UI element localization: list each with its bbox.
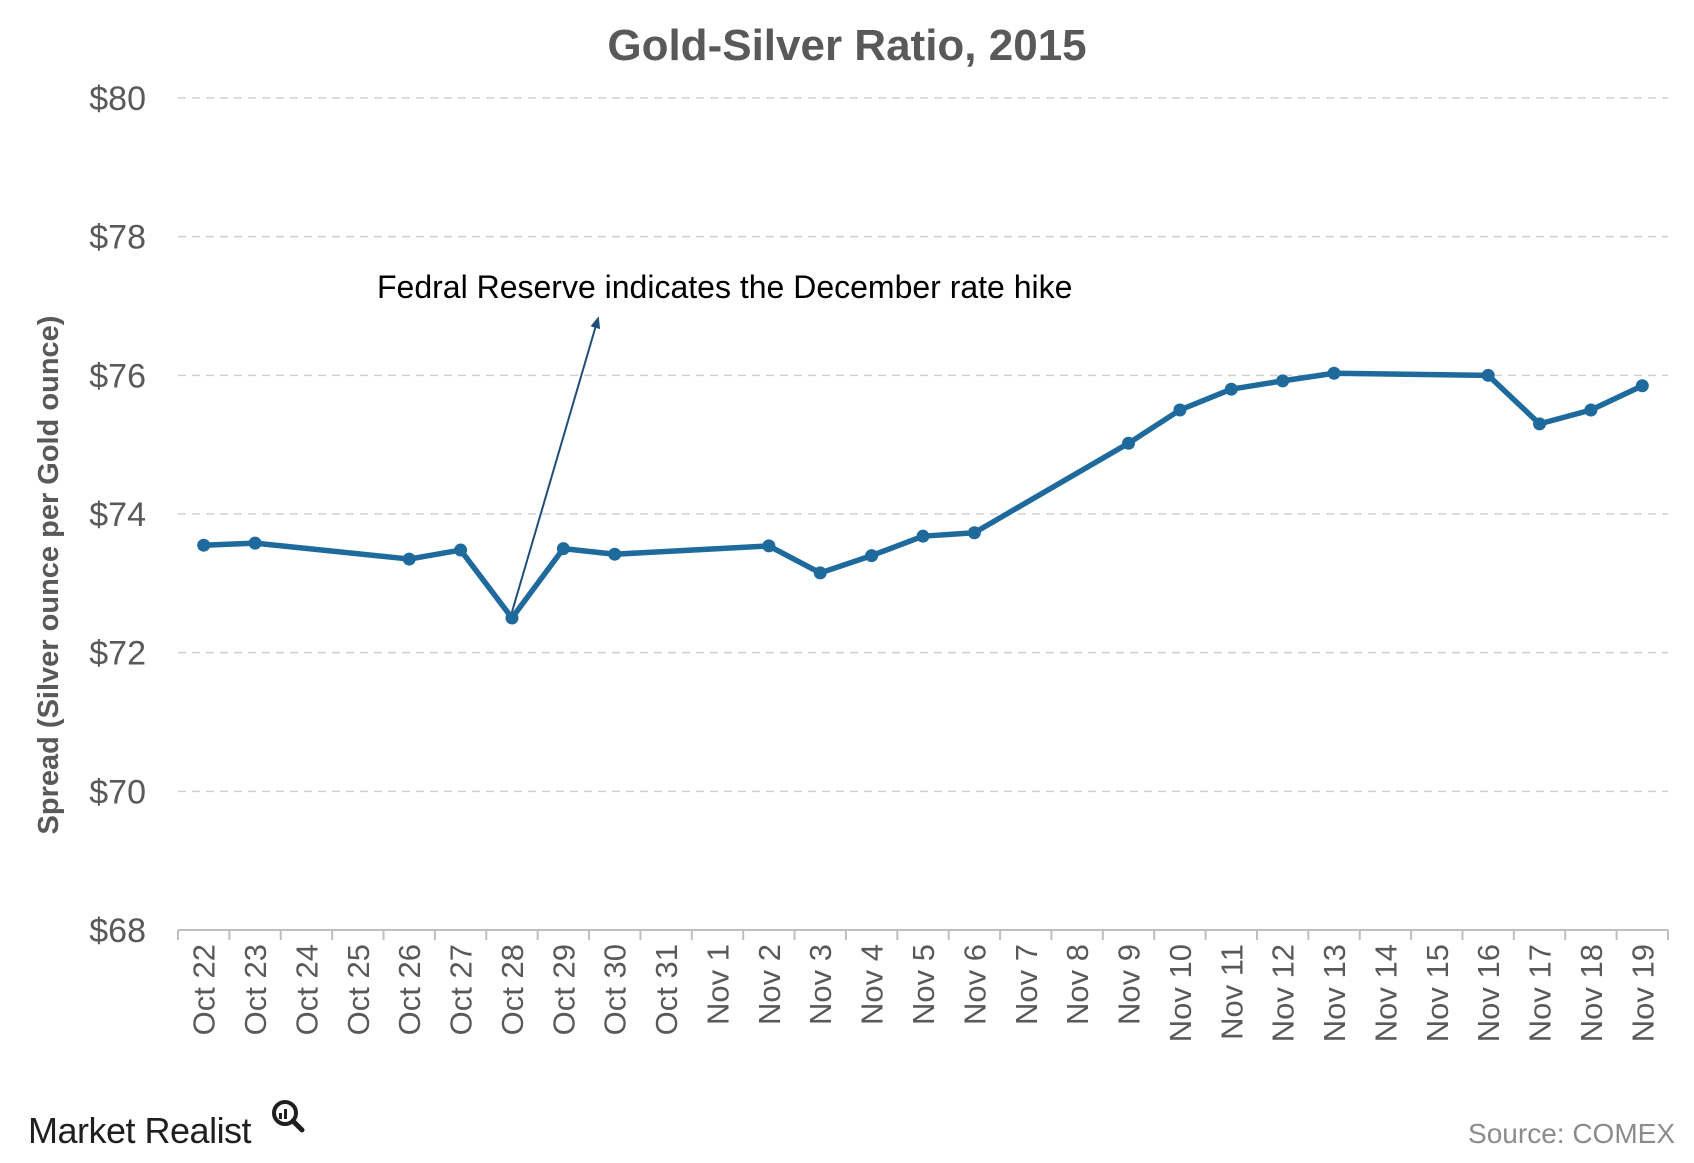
gridlines: [178, 97, 1668, 793]
annotation-text: Fedral Reserve indicates the December ra…: [377, 269, 1072, 305]
x-tick-label: Oct 25: [341, 944, 376, 1035]
x-tick-label: Oct 23: [238, 944, 273, 1035]
data-point: [402, 552, 416, 566]
x-tick-label: Nov 13: [1317, 944, 1352, 1042]
data-point: [813, 566, 827, 580]
x-tick-label: Nov 6: [957, 944, 992, 1025]
x-tick-label: Nov 10: [1163, 944, 1198, 1042]
brand-logo: Market Realist: [28, 1100, 305, 1151]
y-tick-label: $68: [89, 912, 146, 950]
y-tick-label: $70: [89, 773, 146, 811]
series-line: [203, 370, 1644, 621]
data-point: [608, 547, 622, 561]
x-tick-label: Nov 19: [1625, 944, 1660, 1042]
data-point: [1173, 403, 1187, 417]
magnifier-icon: [272, 1100, 305, 1133]
x-tick-label: Oct 29: [546, 944, 581, 1035]
data-point: [967, 526, 981, 540]
x-tick-label: Oct 24: [289, 944, 324, 1035]
x-tick-label: Nov 14: [1368, 944, 1403, 1042]
data-point: [1533, 417, 1547, 431]
x-tick-label: Oct 27: [444, 944, 479, 1035]
data-point: [1224, 382, 1238, 396]
data-point: [916, 529, 930, 543]
data-point: [248, 536, 262, 550]
y-axis-label: Spread (Silver ounce per Gold ounce): [33, 316, 65, 835]
x-tick-label: Nov 8: [1060, 944, 1095, 1025]
data-point: [1635, 379, 1649, 393]
source-note: Source: COMEX: [1468, 1118, 1675, 1149]
x-tick-label: Nov 3: [803, 944, 838, 1025]
data-point: [1276, 374, 1290, 388]
x-axis: Oct 22 Oct 23 Oct 24 Oct 25 Oct 26 Oct 27 Oct …: [177, 929, 1669, 1042]
x-tick-label: Nov 18: [1574, 944, 1609, 1042]
x-tick-label: Nov 12: [1266, 944, 1301, 1042]
x-tick-label: Nov 11: [1214, 944, 1249, 1040]
y-tick-label: $80: [89, 80, 146, 118]
data-point: [197, 538, 211, 552]
x-tick-label: Oct 31: [649, 944, 684, 1035]
x-tick-label: Nov 4: [855, 944, 890, 1025]
y-tick-label: $78: [89, 219, 146, 257]
x-tick-label: Oct 26: [392, 944, 427, 1035]
x-tick-label: Nov 5: [906, 944, 941, 1025]
x-tick-label: Nov 17: [1523, 944, 1558, 1042]
x-tick-label: Nov 15: [1420, 944, 1455, 1042]
x-tick-label: Oct 30: [598, 944, 633, 1035]
data-point: [556, 542, 570, 556]
y-tick-label: $74: [89, 496, 146, 534]
data-point: [1122, 436, 1136, 450]
data-point: [454, 543, 468, 557]
data-point: [762, 539, 776, 553]
x-tick-label: Nov 16: [1471, 944, 1506, 1042]
data-point: [1327, 366, 1341, 380]
series-line-group: [197, 366, 1649, 625]
x-tick-label: Nov 9: [1112, 944, 1147, 1025]
annotation-arrow: [511, 316, 601, 613]
data-point: [505, 611, 519, 625]
x-tick-label: Nov 2: [752, 944, 787, 1025]
x-tick-label: Oct 28: [495, 944, 530, 1035]
y-tick-label: $72: [89, 635, 146, 673]
x-tick-label: Oct 22: [187, 944, 222, 1035]
chart-title: Gold-Silver Ratio, 2015: [607, 21, 1086, 70]
x-tick-label: Nov 1: [700, 944, 735, 1025]
y-axis-ticks: $68 $70 $72 $74 $76 $78 $80: [89, 80, 146, 950]
data-point: [865, 549, 879, 563]
data-point: [1584, 403, 1598, 417]
y-tick-label: $76: [89, 357, 146, 395]
data-point: [1481, 368, 1495, 382]
brand-name: Market Realist: [28, 1110, 252, 1151]
x-tick-label: Nov 7: [1009, 944, 1044, 1025]
